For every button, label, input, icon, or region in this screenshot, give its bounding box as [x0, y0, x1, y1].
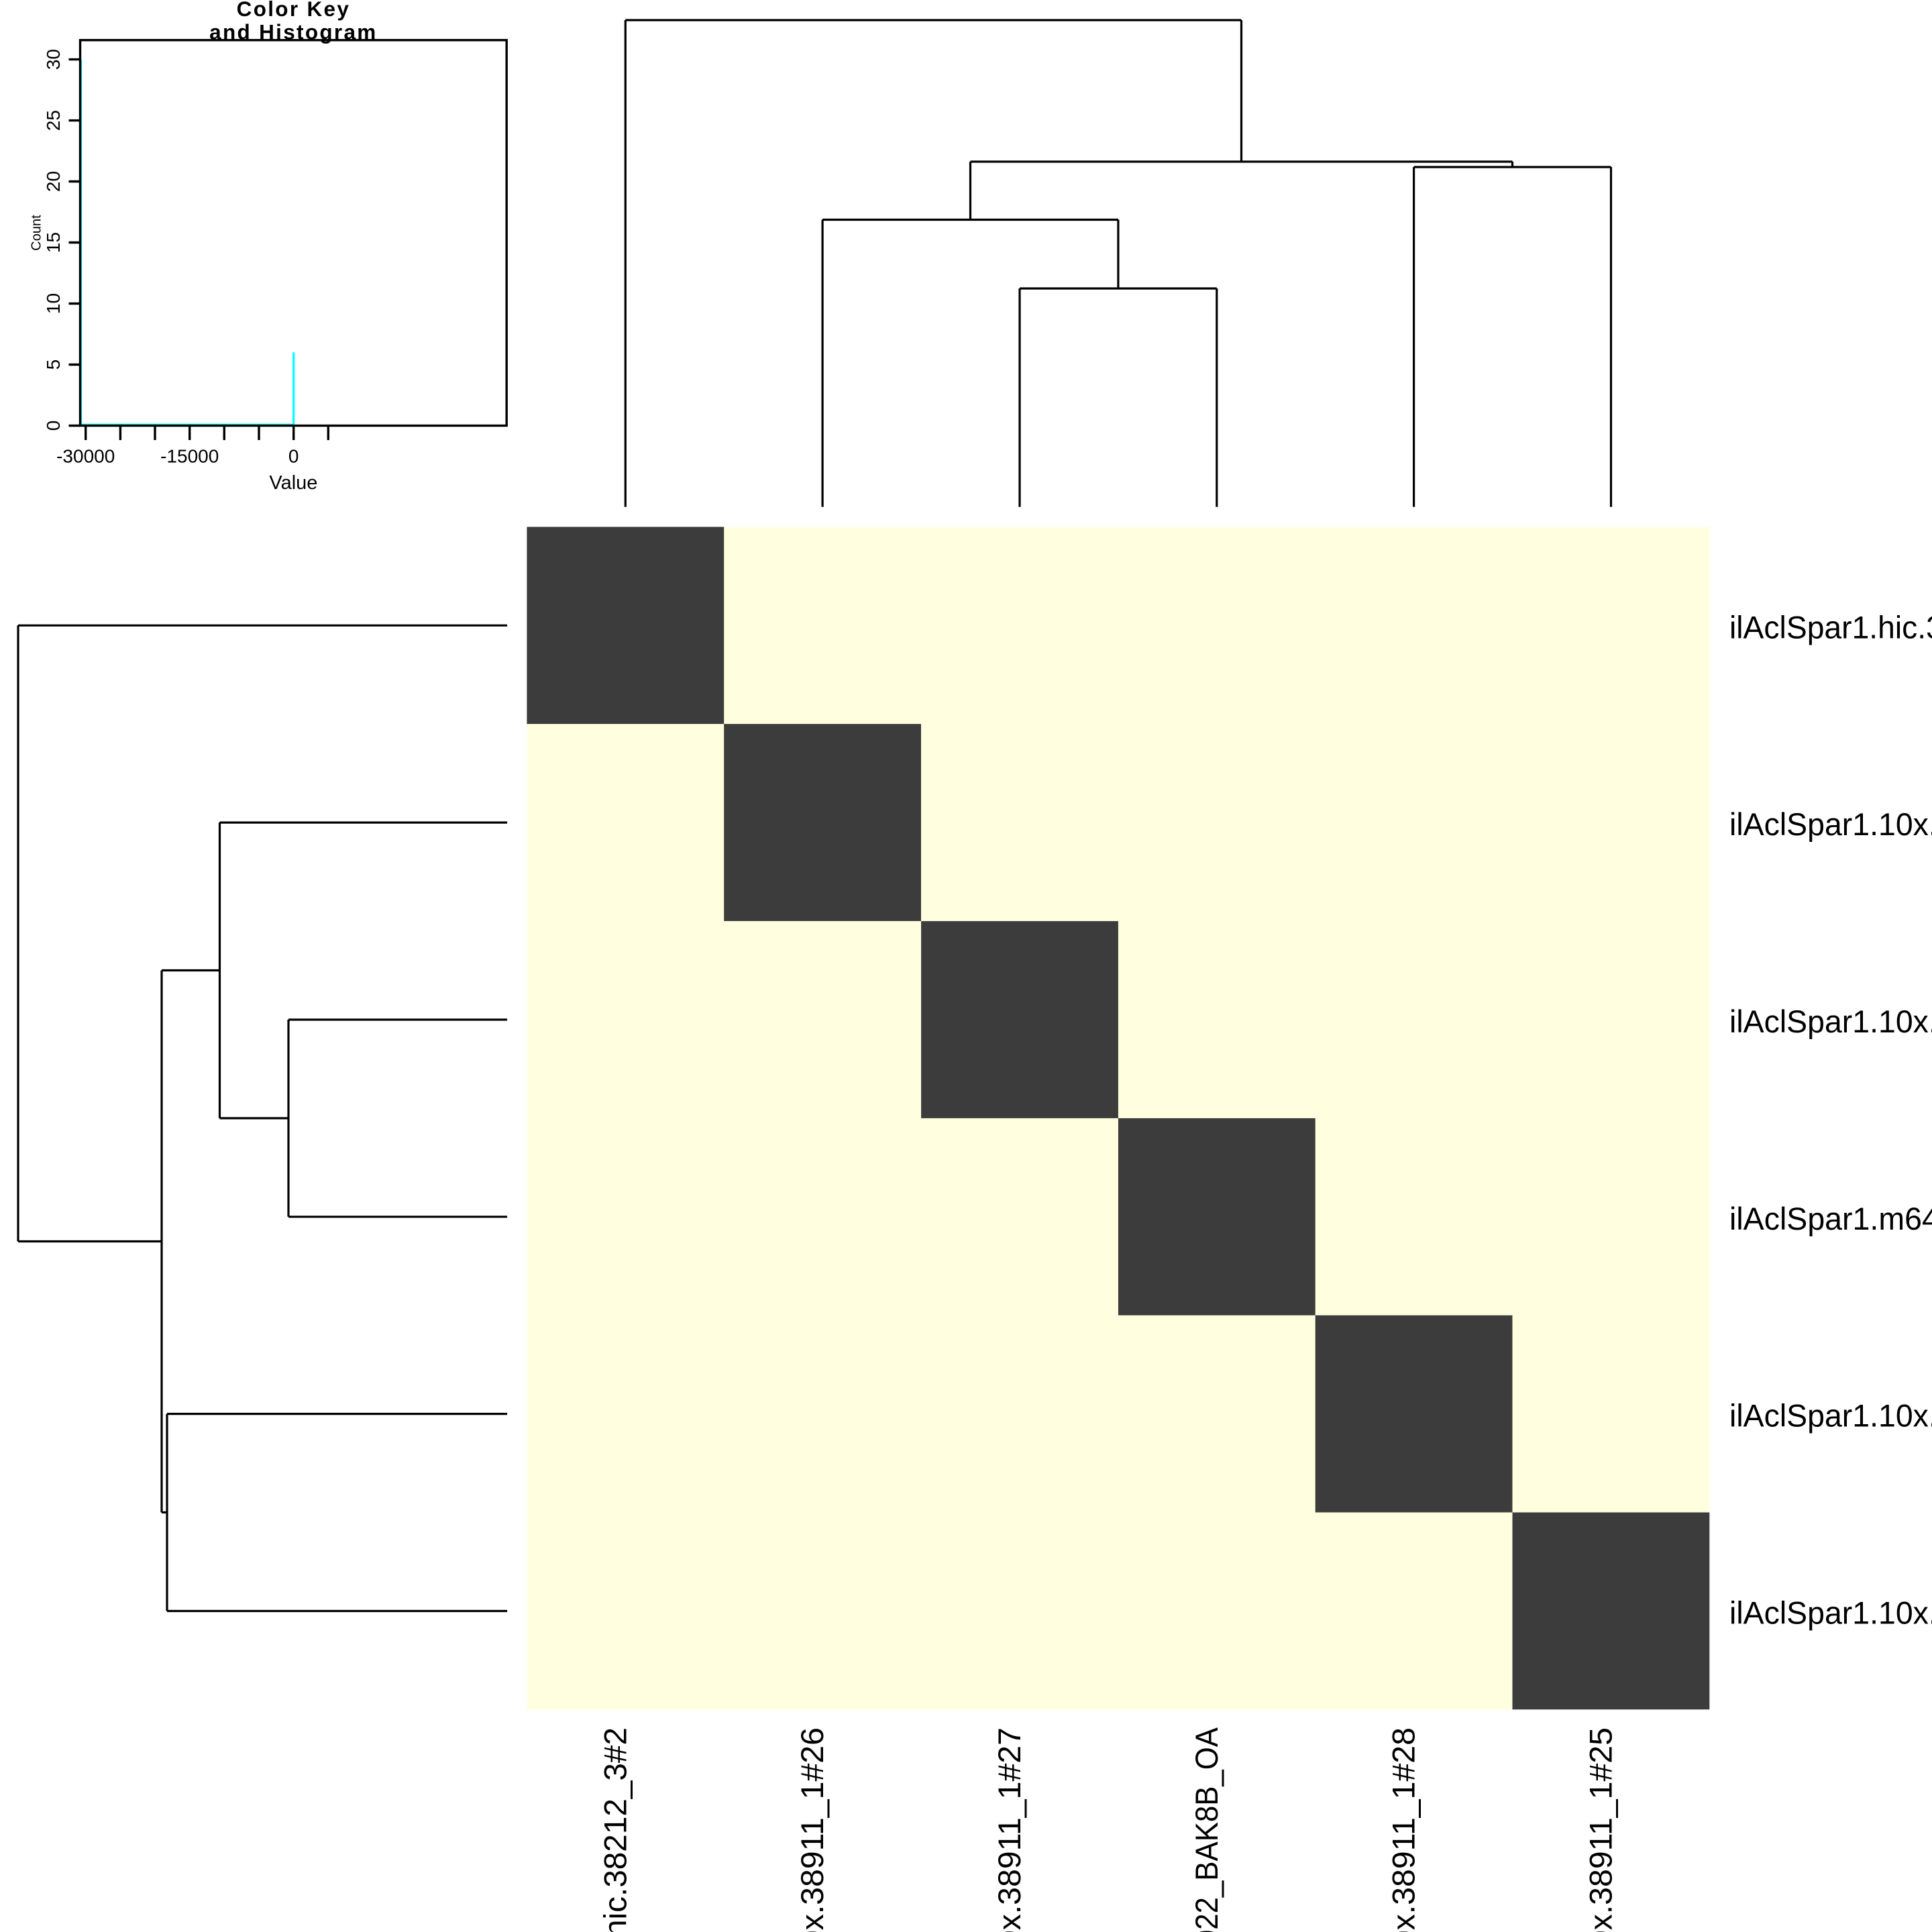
svg-text:ilAclSpar1.10x.38911_1#27: ilAclSpar1.10x.38911_1#27	[1729, 1004, 1932, 1039]
svg-text:-30000: -30000	[56, 446, 115, 467]
svg-text:-15000: -15000	[160, 446, 219, 467]
svg-text:Value: Value	[269, 472, 317, 494]
svg-text:ilAclSpar1.10x.38911_1#26: ilAclSpar1.10x.38911_1#26	[1729, 807, 1932, 842]
svg-text:ilAclSpar1.m64016_211022_BAK8B: ilAclSpar1.m64016_211022_BAK8B_OA	[1729, 1201, 1932, 1236]
svg-text:25: 25	[43, 110, 64, 131]
svg-text:ilAclSpar1.10x.38911_1#25: ilAclSpar1.10x.38911_1#25	[1584, 1727, 1619, 1932]
svg-text:0: 0	[43, 421, 64, 431]
svg-text:ilAclSpar1.hic.38212_3#2: ilAclSpar1.hic.38212_3#2	[1729, 610, 1932, 645]
svg-text:ilAclSpar1.10x.38911_1#26: ilAclSpar1.10x.38911_1#26	[796, 1727, 830, 1932]
svg-text:ilAclSpar1.10x.38911_1#25: ilAclSpar1.10x.38911_1#25	[1729, 1595, 1932, 1630]
svg-text:ilAclSpar1.10x.38911_1#28: ilAclSpar1.10x.38911_1#28	[1729, 1398, 1932, 1433]
svg-text:30: 30	[43, 49, 64, 70]
svg-text:Count: Count	[30, 215, 44, 251]
svg-text:Color Key: Color Key	[237, 0, 350, 21]
svg-text:ilAclSpar1.10x.38911_1#28: ilAclSpar1.10x.38911_1#28	[1387, 1727, 1421, 1932]
svg-text:ilAclSpar1.10x.38911_1#27: ilAclSpar1.10x.38911_1#27	[993, 1727, 1028, 1932]
svg-text:10: 10	[43, 293, 64, 314]
svg-text:0: 0	[288, 446, 299, 467]
svg-text:15: 15	[43, 232, 64, 253]
svg-text:ilAclSpar1.m64016_211022_BAK8B: ilAclSpar1.m64016_211022_BAK8B_OA	[1189, 1727, 1224, 1932]
svg-text:20: 20	[43, 171, 64, 192]
svg-text:and Histogram: and Histogram	[209, 20, 377, 44]
svg-text:ilAclSpar1.hic.38212_3#2: ilAclSpar1.hic.38212_3#2	[598, 1727, 634, 1932]
svg-text:5: 5	[43, 360, 64, 370]
